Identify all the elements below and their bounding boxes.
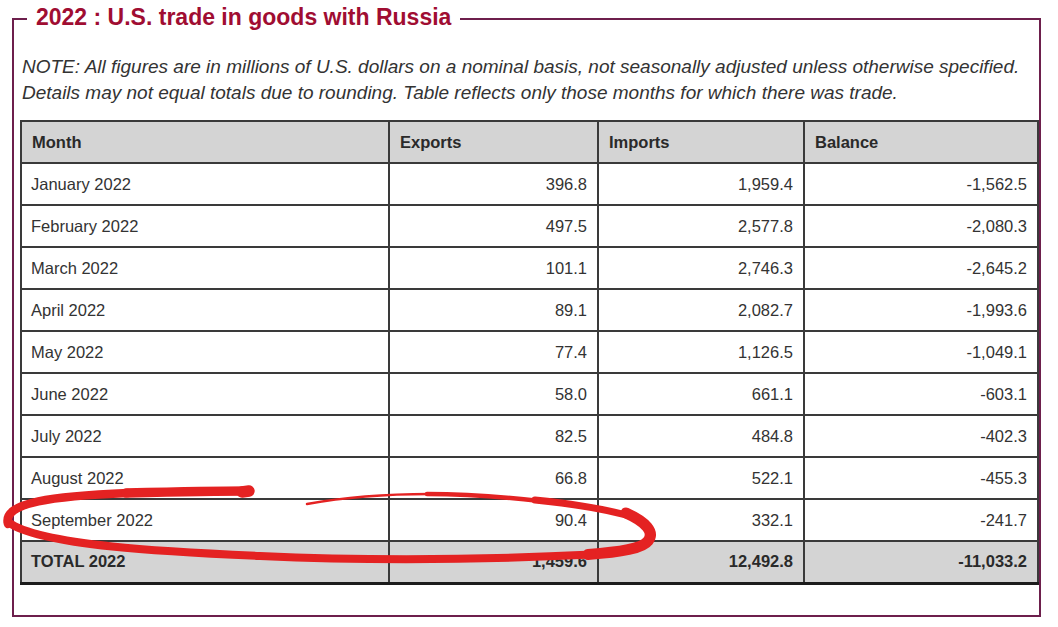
cell-exports: 82.5 <box>389 415 598 457</box>
table-header-row: MonthExportsImportsBalance <box>21 121 1038 163</box>
cell-exports: 66.8 <box>389 457 598 499</box>
page-title: 2022 : U.S. trade in goods with Russia <box>27 4 460 31</box>
cell-balance: -1,049.1 <box>804 331 1038 373</box>
cell-exports: 77.4 <box>389 331 598 373</box>
table-row: June 202258.0661.1-603.1 <box>21 373 1038 415</box>
cell-month: February 2022 <box>21 205 389 247</box>
note-text: NOTE: All figures are in millions of U.S… <box>22 54 1019 106</box>
cell-balance: -1,562.5 <box>804 163 1038 205</box>
cell-imports: 2,577.8 <box>598 205 804 247</box>
cell-balance: -603.1 <box>804 373 1038 415</box>
cell-month: January 2022 <box>21 163 389 205</box>
cell-month: August 2022 <box>21 457 389 499</box>
table-row: January 2022396.81,959.4-1,562.5 <box>21 163 1038 205</box>
cell-exports: 396.8 <box>389 163 598 205</box>
cell-month: June 2022 <box>21 373 389 415</box>
cell-month: May 2022 <box>21 331 389 373</box>
cell-imports: 12,492.8 <box>598 541 804 583</box>
cell-month: September 2022 <box>21 499 389 541</box>
cell-exports: 90.4 <box>389 499 598 541</box>
table-total-row: TOTAL 20221,459.612,492.8-11,033.2 <box>21 541 1038 583</box>
cell-month: TOTAL 2022 <box>21 541 389 583</box>
cell-imports: 332.1 <box>598 499 804 541</box>
cell-exports: 101.1 <box>389 247 598 289</box>
table-row: March 2022101.12,746.3-2,645.2 <box>21 247 1038 289</box>
column-header-month: Month <box>21 121 389 163</box>
note-line-1: NOTE: All figures are in millions of U.S… <box>22 56 1019 77</box>
table-row: April 202289.12,082.7-1,993.6 <box>21 289 1038 331</box>
cell-imports: 1,959.4 <box>598 163 804 205</box>
cell-imports: 2,746.3 <box>598 247 804 289</box>
cell-balance: -455.3 <box>804 457 1038 499</box>
table-row: September 202290.4332.1-241.7 <box>21 499 1038 541</box>
cell-exports: 497.5 <box>389 205 598 247</box>
cell-balance: -241.7 <box>804 499 1038 541</box>
table-body: January 2022396.81,959.4-1,562.5February… <box>21 163 1038 583</box>
cell-balance: -2,080.3 <box>804 205 1038 247</box>
trade-table: MonthExportsImportsBalance January 20223… <box>20 120 1039 585</box>
cell-exports: 1,459.6 <box>389 541 598 583</box>
cell-imports: 522.1 <box>598 457 804 499</box>
table-row: August 202266.8522.1-455.3 <box>21 457 1038 499</box>
cell-month: July 2022 <box>21 415 389 457</box>
cell-imports: 2,082.7 <box>598 289 804 331</box>
column-header-exports: Exports <box>389 121 598 163</box>
cell-imports: 484.8 <box>598 415 804 457</box>
cell-exports: 58.0 <box>389 373 598 415</box>
cell-month: March 2022 <box>21 247 389 289</box>
cell-balance: -2,645.2 <box>804 247 1038 289</box>
cell-balance: -1,993.6 <box>804 289 1038 331</box>
cell-month: April 2022 <box>21 289 389 331</box>
column-header-balance: Balance <box>804 121 1038 163</box>
cell-imports: 1,126.5 <box>598 331 804 373</box>
note-line-2: Details may not equal totals due to roun… <box>22 82 898 103</box>
cell-balance: -402.3 <box>804 415 1038 457</box>
cell-exports: 89.1 <box>389 289 598 331</box>
cell-balance: -11,033.2 <box>804 541 1038 583</box>
table-row: July 202282.5484.8-402.3 <box>21 415 1038 457</box>
cell-imports: 661.1 <box>598 373 804 415</box>
table-row: February 2022497.52,577.8-2,080.3 <box>21 205 1038 247</box>
column-header-imports: Imports <box>598 121 804 163</box>
table-row: May 202277.41,126.5-1,049.1 <box>21 331 1038 373</box>
